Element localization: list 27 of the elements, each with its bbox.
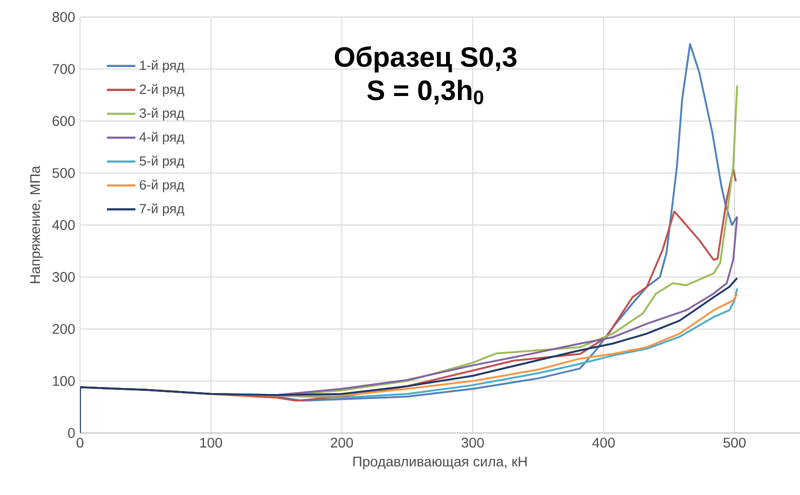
legend-label: 7-й ряд [140,203,184,216]
y-tick-label: 800 [52,12,75,22]
x-tick-label: 0 [76,438,84,448]
line-series [80,277,738,433]
x-axis-title: Продавливающая сила, кН [353,456,527,470]
legend-label: 2-й ряд [140,84,184,97]
x-tick-label: 200 [330,438,353,448]
x-tick-label: 400 [592,438,615,448]
legend-label: 1-й ряд [140,60,184,73]
x-tick-label: 100 [200,438,222,448]
legend-label: 4-й ряд [139,132,184,144]
text: S = 0,3h$_{0}$ [367,80,484,104]
y-axis-title: Напряжение, МПа [30,166,43,284]
y-tick-label: 200 [52,324,75,334]
y-tick-label: 500 [52,168,75,178]
text: Образец S0,3 [334,46,516,72]
y-tick-label: 300 [52,272,75,282]
x-tick-label: 300 [462,438,484,448]
y-tick-label: 600 [52,116,75,126]
y-tick-label: 400 [52,220,75,230]
legend-label: 3-й ряд [140,108,184,120]
legend-label: 6-й ряд [140,179,184,192]
x-tick-label: 500 [723,438,746,448]
y-tick-label: 100 [53,376,75,386]
y-tick-label: 0 [68,428,75,438]
y-tick-label: 700 [52,64,75,74]
legend-label: 5-й ряд [140,156,184,168]
